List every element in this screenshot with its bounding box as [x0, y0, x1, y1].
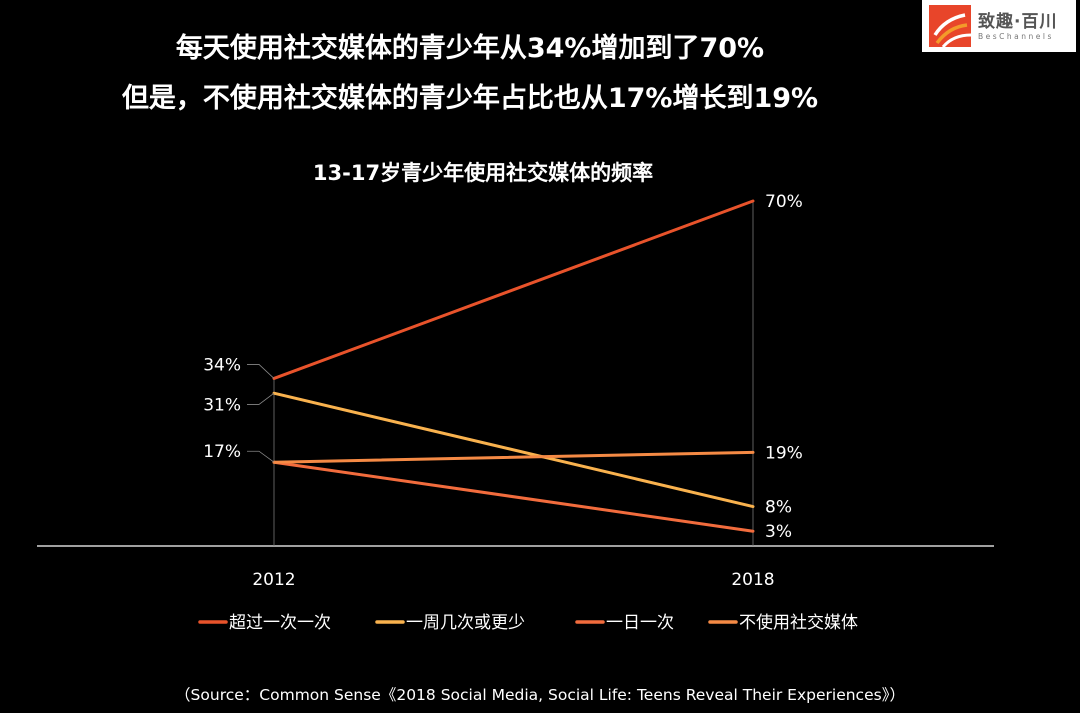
- data-label-end: 70%: [765, 192, 803, 212]
- chart-title: 13-17岁青少年使用社交媒体的频率: [313, 161, 653, 185]
- leader-line: [247, 450, 275, 463]
- data-label-start: 31%: [203, 395, 241, 415]
- headline-line-2: 但是，不使用社交媒体的青少年占比也从17%增长到19%: [121, 83, 819, 114]
- series-line-3: [272, 450, 755, 464]
- x-tick-label: 2018: [731, 570, 774, 590]
- data-label-end: 3%: [765, 522, 792, 542]
- data-label-end: 8%: [765, 498, 792, 518]
- data-label-start: 17%: [203, 442, 241, 462]
- data-label-start: 34%: [203, 355, 241, 375]
- x-tick-label: 2012: [252, 570, 295, 590]
- source-note: （Source：Common Sense《2018 Social Media, …: [175, 686, 905, 704]
- legend-label: 不使用社交媒体: [739, 612, 858, 633]
- series-line-1: [272, 391, 755, 509]
- headline-line-1: 每天使用社交媒体的青少年从34%增加到了70%: [175, 33, 765, 64]
- data-label-end: 19%: [765, 443, 803, 463]
- legend-label: 超过一次一次: [229, 613, 331, 633]
- legend-label: 一日一次: [606, 613, 674, 633]
- series-line-0: [272, 199, 755, 380]
- logo-subtitle: BesChannels: [978, 32, 1054, 41]
- logo-name: 致趣·百川: [978, 12, 1058, 32]
- logo-icon: [929, 5, 971, 47]
- series-line-2: [272, 460, 755, 533]
- leader-line: [247, 392, 275, 405]
- leader-line: [247, 364, 275, 379]
- logo: 致趣·百川 BesChannels: [922, 0, 1076, 52]
- legend-label: 一周几次或更少: [406, 613, 525, 633]
